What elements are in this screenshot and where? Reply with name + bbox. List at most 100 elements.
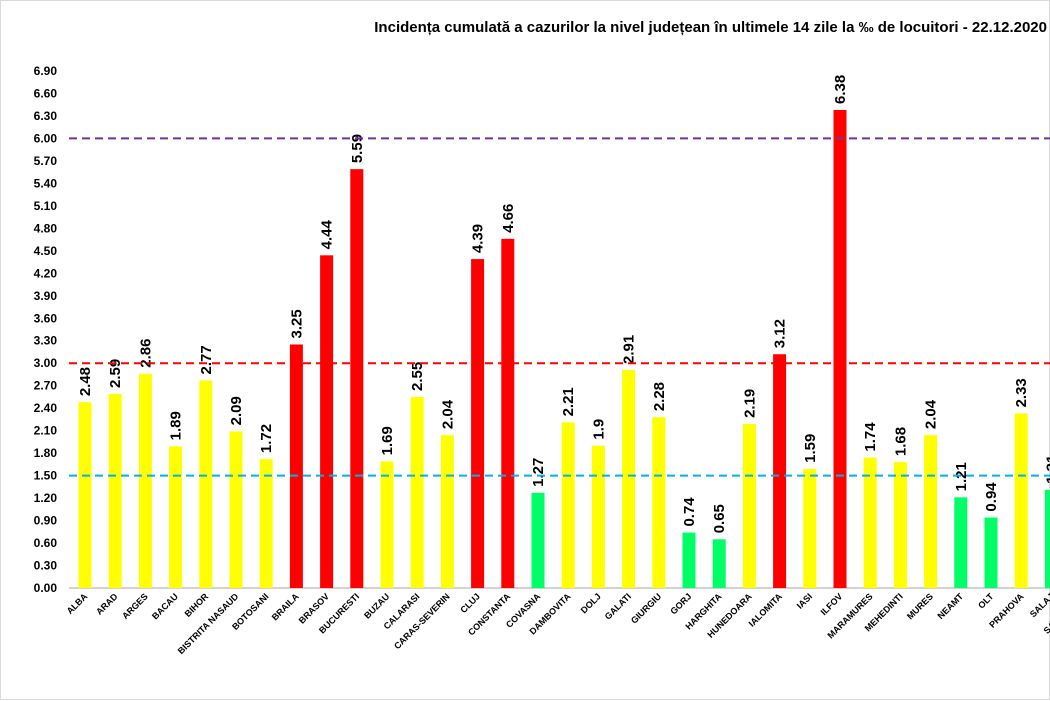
y-tick-label: 1.80 xyxy=(34,446,58,460)
bar-giurgiu xyxy=(652,417,666,588)
chart-title: Incidența cumulată a cazurilor la nivel … xyxy=(374,19,1047,36)
bar-dambovita xyxy=(561,422,575,588)
bar-caras-severin xyxy=(440,435,454,588)
data-label: 1.89 xyxy=(168,411,185,440)
bar-prahova xyxy=(1014,413,1028,588)
data-label: 2.48 xyxy=(77,367,94,396)
data-label: 1.72 xyxy=(258,424,275,453)
y-tick-label: 3.00 xyxy=(34,356,58,370)
data-label: 1.27 xyxy=(530,458,547,487)
data-label: 2.04 xyxy=(923,399,940,429)
x-tick-label: GALATI xyxy=(603,591,633,621)
bar-dolj xyxy=(591,445,605,588)
data-label: 5.59 xyxy=(349,134,366,163)
x-tick-label: IALOMITA xyxy=(747,591,785,629)
data-label: 1.59 xyxy=(802,434,819,463)
data-label: 0.65 xyxy=(711,504,728,533)
bar-covasna xyxy=(531,492,545,588)
bar-ialomita xyxy=(773,354,787,588)
data-label: 2.33 xyxy=(1013,378,1030,407)
y-tick-label: 5.70 xyxy=(34,154,58,168)
x-tick-label: GIURGIU xyxy=(629,591,663,625)
y-tick-label: 1.20 xyxy=(34,491,58,505)
data-label: 1.31 xyxy=(1043,455,1050,484)
bar-maramures xyxy=(863,457,877,588)
x-tick-label: BUZAU xyxy=(362,591,391,620)
y-tick-label: 2.70 xyxy=(34,379,58,393)
data-label: 3.12 xyxy=(772,319,789,348)
x-tick-label: BACAU xyxy=(150,591,180,621)
data-label: 4.66 xyxy=(500,204,517,233)
y-tick-label: 4.80 xyxy=(34,221,58,235)
bar-constanta xyxy=(501,238,515,588)
bar-alba xyxy=(78,402,92,588)
x-tick-label: BIHOR xyxy=(183,591,211,619)
data-label: 0.74 xyxy=(681,497,698,527)
data-label: 2.21 xyxy=(560,387,577,416)
y-tick-label: 5.10 xyxy=(34,199,58,213)
x-tick-label: OLT xyxy=(976,591,996,611)
y-tick-label: 3.30 xyxy=(34,334,58,348)
y-tick-label: 4.50 xyxy=(34,244,58,258)
bar-hunedoara xyxy=(742,423,756,588)
data-label: 2.28 xyxy=(651,382,668,411)
bar-botosani xyxy=(259,459,273,588)
y-tick-label: 6.30 xyxy=(34,109,58,123)
data-label: 2.55 xyxy=(409,362,426,391)
bar-mehedinti xyxy=(893,462,907,588)
y-tick-label: 6.60 xyxy=(34,86,58,100)
data-label: 4.44 xyxy=(319,219,336,249)
x-tick-label: SALAJ xyxy=(1028,591,1050,619)
x-tick-label: MURES xyxy=(905,591,935,621)
bar-buzau xyxy=(380,461,394,588)
bar-salaj xyxy=(1044,489,1050,588)
bar-bistrita-nasaud xyxy=(229,431,243,588)
y-tick-label: 0.60 xyxy=(34,536,58,550)
bar-ilfov xyxy=(833,109,847,589)
y-tick-label: 2.10 xyxy=(34,424,58,438)
x-tick-label: GORJ xyxy=(668,591,693,616)
y-tick-label: 0.30 xyxy=(34,559,58,573)
bar-cluj xyxy=(471,259,485,588)
bar-neamt xyxy=(954,497,968,588)
x-tick-label: IASI xyxy=(795,591,814,610)
x-tick-label: NEAMT xyxy=(936,591,966,621)
y-tick-label: 4.20 xyxy=(34,266,58,280)
data-label: 2.19 xyxy=(741,389,758,418)
data-label: 1.69 xyxy=(379,426,396,455)
y-tick-label: 0.90 xyxy=(34,514,58,528)
bar-arad xyxy=(108,393,122,588)
y-tick-label: 1.50 xyxy=(34,469,58,483)
x-tick-label: CLUJ xyxy=(458,591,482,615)
y-tick-label: 0.00 xyxy=(34,581,58,595)
bar-calarasi xyxy=(410,396,424,588)
bar-arges xyxy=(138,373,152,588)
data-label: 1.68 xyxy=(892,427,909,456)
x-tick-label: DOLJ xyxy=(579,591,603,615)
x-tick-label: CARAS-SEVERIN xyxy=(392,591,452,651)
bar-iasi xyxy=(803,468,817,588)
bar-harghita xyxy=(712,539,726,588)
bar-gorj xyxy=(682,532,696,588)
data-label: 2.77 xyxy=(198,345,215,374)
y-tick-label: 5.40 xyxy=(34,176,58,190)
data-label: 2.91 xyxy=(621,335,638,364)
x-tick-label: ILFOV xyxy=(819,591,845,617)
data-label: 2.09 xyxy=(228,396,245,425)
data-label: 6.38 xyxy=(832,75,849,104)
x-tick-label: ALBA xyxy=(65,591,90,616)
bar-galati xyxy=(622,369,636,588)
data-label: 0.94 xyxy=(983,482,1000,512)
bar-bacau xyxy=(169,446,183,588)
bar-braila xyxy=(289,344,303,588)
bar-olt xyxy=(984,517,998,588)
y-tick-label: 2.40 xyxy=(34,401,58,415)
data-label: 2.04 xyxy=(439,399,456,429)
y-tick-label: 3.60 xyxy=(34,311,58,325)
y-tick-label: 6.00 xyxy=(34,131,58,145)
data-label: 1.74 xyxy=(862,422,879,452)
data-label: 2.86 xyxy=(137,339,154,368)
bar-bihor xyxy=(199,380,213,588)
